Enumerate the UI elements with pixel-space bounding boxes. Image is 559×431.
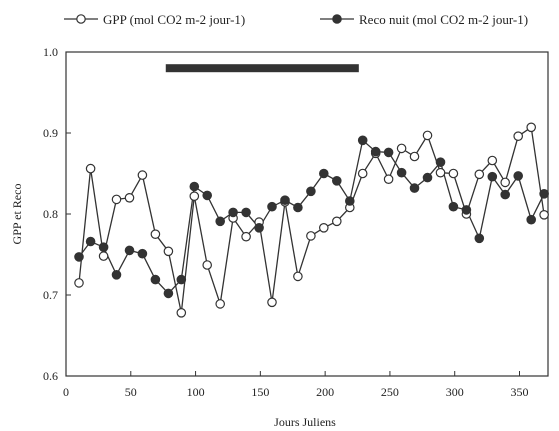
series-0-point-18 — [306, 231, 316, 241]
series-1-point-5 — [137, 248, 148, 259]
series-1-point-13 — [241, 207, 251, 218]
series-1-point-8 — [176, 274, 187, 285]
series-0-point-29 — [448, 168, 459, 179]
plot-frame — [65, 51, 549, 377]
y-axis-label: GPP et Reco — [10, 184, 24, 245]
series-0-point-22 — [357, 168, 368, 179]
series-0-point-25 — [396, 143, 407, 154]
series-0-point-36 — [539, 210, 549, 220]
series-1-point-1 — [85, 236, 96, 247]
series-0-point-3 — [111, 194, 122, 205]
series-1-point-22 — [357, 135, 368, 146]
series-1-point-12 — [228, 207, 238, 218]
series-0-point-34 — [513, 131, 523, 141]
series-1-point-19 — [318, 168, 329, 179]
legend-gpp: GPP (mol CO2 m-2 jour-1) — [64, 12, 245, 27]
series-1-point-7 — [163, 288, 174, 299]
series-0-point-32 — [487, 155, 498, 166]
series-1-point-32 — [487, 171, 498, 182]
legend-gpp-marker — [76, 14, 86, 24]
series-1-point-6 — [150, 274, 161, 285]
series-0-point-33 — [500, 177, 510, 188]
legend: GPP (mol CO2 m-2 jour-1) Reco nuit (mol … — [64, 12, 528, 27]
series-1-point-28 — [435, 157, 446, 167]
series-0-point-4 — [124, 193, 135, 203]
series-1-point-27 — [422, 172, 433, 183]
x-tick-label-3: 150 — [251, 385, 269, 399]
x-tick-label-1: 50 — [125, 385, 137, 399]
period-bar-0 — [165, 64, 359, 73]
series-1-point-4 — [124, 245, 135, 256]
series-1-point-10 — [202, 190, 212, 201]
series-0-point-5 — [137, 170, 148, 180]
legend-reco-label: Reco nuit (mol CO2 m-2 jour-1) — [359, 12, 528, 27]
y-tick-label-1: 0.7 — [43, 288, 58, 302]
x-tick-label-6: 300 — [446, 385, 464, 399]
legend-reco: Reco nuit (mol CO2 m-2 jour-1) — [320, 12, 528, 27]
series-1-point-3 — [111, 269, 122, 280]
series-0-point-27 — [422, 130, 433, 141]
series-0-point-10 — [202, 260, 212, 270]
x-axis-label: Jours Juliens — [274, 415, 336, 429]
series-1-point-35 — [526, 214, 536, 225]
series-0-point-6 — [150, 229, 161, 239]
series-0-point-31 — [474, 169, 485, 180]
series-1-point-0 — [74, 252, 84, 262]
series-0-point-7 — [163, 246, 174, 257]
series-0-point-2 — [98, 251, 109, 261]
y-tick-label-3: 0.9 — [43, 126, 58, 140]
series-1-point-21 — [344, 196, 355, 206]
legend-reco-marker — [332, 14, 342, 24]
plot-area: 0 50 100 150 200 250 300 350 0.6 0.7 0.8 0.9 1.0 — [43, 45, 549, 399]
series-0-point-9 — [189, 191, 200, 201]
series-0-point-26 — [409, 151, 420, 162]
series-1-point-29 — [448, 201, 459, 212]
y-tick-label-2: 0.8 — [43, 207, 58, 221]
series-0-point-13 — [241, 231, 251, 242]
series-1-point-11 — [215, 216, 225, 227]
x-tick-label-0: 0 — [63, 385, 69, 399]
series-0-point-28 — [435, 167, 446, 178]
series-1-point-33 — [500, 189, 510, 200]
y-tick-label-4: 1.0 — [43, 45, 58, 59]
series-line-0 — [78, 126, 545, 313]
series-1-point-25 — [396, 167, 407, 178]
series-1-point-20 — [331, 176, 342, 186]
x-tick-label-7: 350 — [510, 385, 528, 399]
series-0-point-17 — [293, 271, 303, 282]
series-1-point-2 — [98, 242, 109, 252]
series-0-point-11 — [215, 299, 225, 309]
series-0-point-35 — [526, 122, 536, 133]
series-1-point-31 — [474, 233, 485, 244]
x-tick-label-2: 100 — [187, 385, 205, 399]
series-1-point-14 — [254, 223, 264, 233]
series-1-point-26 — [409, 183, 420, 193]
series-0-point-8 — [176, 307, 187, 318]
series-1-point-34 — [513, 171, 523, 181]
series-0-point-15 — [267, 297, 277, 308]
series-1-point-15 — [267, 201, 277, 212]
series-0-point-20 — [331, 216, 342, 227]
x-tick-label-5: 250 — [381, 385, 399, 399]
series-1-point-17 — [293, 202, 303, 213]
series-0-point-19 — [318, 223, 329, 233]
series-1-point-16 — [280, 195, 290, 205]
series-0-point-1 — [85, 163, 96, 174]
series-line-1 — [78, 139, 545, 295]
series-1-point-36 — [539, 189, 549, 199]
series-1-point-30 — [461, 205, 472, 215]
series-0-point-24 — [383, 174, 394, 184]
series-1-point-23 — [370, 146, 381, 157]
series-1-point-9 — [189, 181, 200, 192]
series-1-point-18 — [306, 186, 316, 197]
x-tick-label-4: 200 — [316, 385, 334, 399]
series-1-point-24 — [383, 147, 394, 158]
legend-gpp-label: GPP (mol CO2 m-2 jour-1) — [103, 12, 245, 27]
series-0-point-0 — [74, 278, 84, 288]
y-tick-label-0: 0.6 — [43, 369, 58, 383]
